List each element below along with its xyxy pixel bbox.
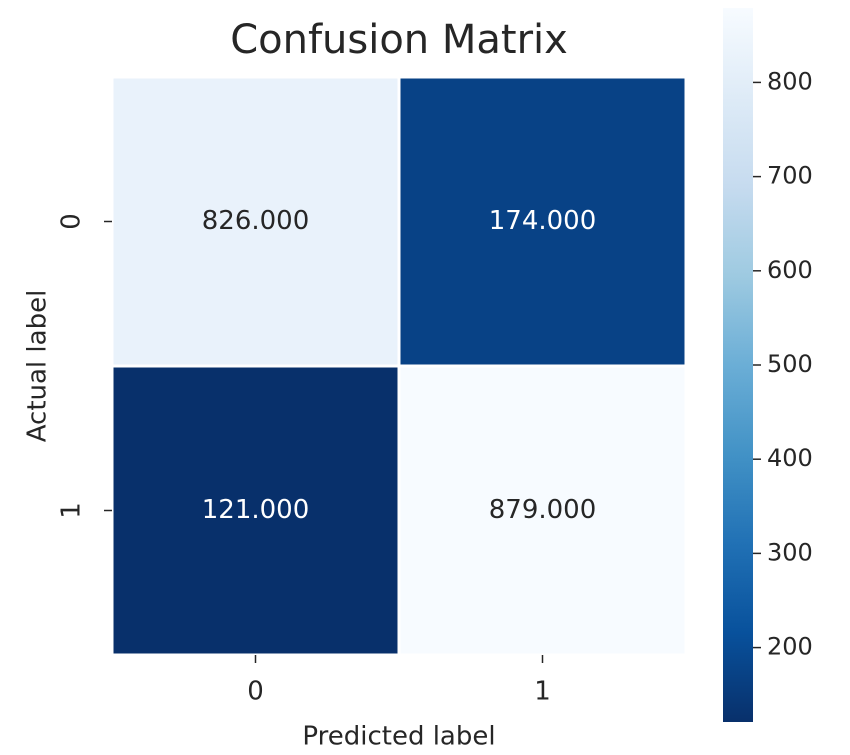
colorbar xyxy=(723,8,753,722)
colorbar-tick-label: 300 xyxy=(767,538,813,566)
y-tick-label: 0 xyxy=(57,213,87,230)
heatmap-cell xyxy=(397,75,688,368)
y-axis-label: Actual label xyxy=(23,290,53,443)
colorbar-tick-label: 400 xyxy=(767,444,813,472)
heatmap-cell xyxy=(110,75,401,368)
x-axis-label: Predicted label xyxy=(302,722,495,752)
cell-value-label: 826.000 xyxy=(202,206,310,236)
cell-value-label: 121.000 xyxy=(202,495,310,525)
x-tick-label: 1 xyxy=(534,677,551,707)
chart-title: Confusion Matrix xyxy=(230,17,568,63)
colorbar-tick-label: 800 xyxy=(767,67,813,95)
heatmap-cell xyxy=(397,364,688,657)
x-tick-label: 0 xyxy=(247,677,264,707)
cell-value-label: 879.000 xyxy=(489,495,597,525)
colorbar-tick-label: 600 xyxy=(767,256,813,284)
cell-value-label: 174.000 xyxy=(489,206,597,236)
colorbar-tick-label: 200 xyxy=(767,633,813,661)
heatmap-cell xyxy=(110,364,401,657)
y-tick-label: 1 xyxy=(57,502,87,519)
colorbar-tick-label: 700 xyxy=(767,162,813,190)
colorbar-tick-label: 500 xyxy=(767,350,813,378)
